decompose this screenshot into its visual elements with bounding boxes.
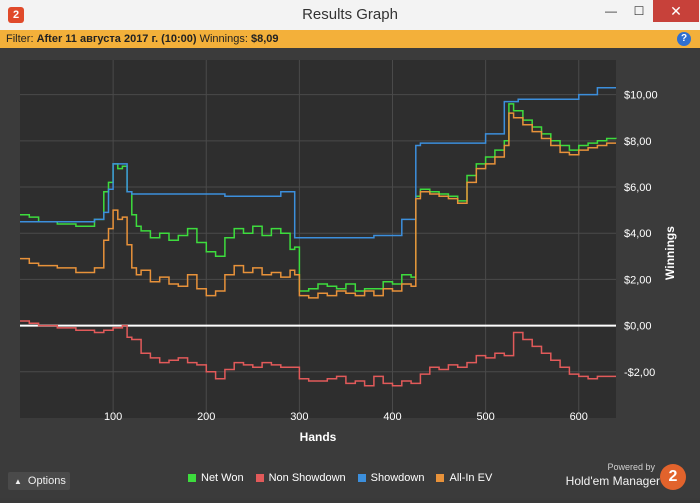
series-lines [20,86,617,387]
series-line-non-showdown [20,320,616,387]
filter-label: Filter: [6,33,34,45]
results-graph: $10,00 $8,00 $6,00 $4,00 $2,00 $0,00 -$2,00 10… [0,48,700,498]
brand-logo-icon: 2 [660,464,686,490]
plot-area [20,60,616,418]
y-tick-label: $10,00 [624,90,658,102]
app-logo-icon: 2 [8,7,24,23]
title-bar: 2 Results Graph — ☐ ✕ [0,0,700,31]
legend-swatch [188,474,196,482]
y-tick-label: $4,00 [624,228,652,240]
legend-item[interactable]: Net Won [188,471,244,485]
series-line-all-in-ev [20,112,616,299]
maximize-button[interactable]: ☐ [633,4,645,18]
x-tick-label: 400 [383,411,401,423]
y-tick-label: $6,00 [624,182,652,194]
series-line-showdown [20,86,616,239]
y-tick-label: -$2,00 [624,367,655,379]
y-tick-label: $0,00 [624,321,652,333]
close-button[interactable]: ✕ [653,0,699,22]
powered-by-text: Powered by [607,462,655,472]
caret-up-icon: ▲ [14,477,22,486]
brand-name: Hold'em Manager [565,474,660,488]
legend-label: All-In EV [449,472,493,484]
options-label: Options [27,475,66,487]
legend-label: Non Showdown [268,472,346,484]
x-tick-label: 500 [476,411,494,423]
y-tick-label: $8,00 [624,136,652,148]
legend-label: Showdown [370,472,425,484]
winnings-value: $8,09 [250,33,279,45]
winnings-label: Winnings: [199,33,248,45]
chart-legend: Net Won Non Showdown Showdown All-In EV [188,471,492,485]
x-tick-label: 300 [290,411,308,423]
legend-item[interactable]: Showdown [357,471,425,485]
options-button[interactable]: ▲ Options [8,472,70,490]
x-tick-label: 600 [570,411,588,423]
results-chart: $10,00 $8,00 $6,00 $4,00 $2,00 $0,00 -$2,00 10… [20,60,677,444]
filter-bar: Filter: After 11 августа 2017 г. (10:00)… [0,30,700,48]
legend-label: Net Won [201,472,244,484]
minimize-button[interactable]: — [605,4,617,18]
x-tick-label: 100 [104,411,122,423]
y-tick-labels: $10,00 $8,00 $6,00 $4,00 $2,00 $0,00 -$2,00 [624,90,658,379]
x-tick-labels: 100 200 300 400 500 600 [104,411,588,423]
legend-swatch [357,474,366,482]
filter-text: Filter: After 11 августа 2017 г. (10:00)… [6,30,279,48]
y-tick-label: $2,00 [624,274,652,286]
help-icon[interactable]: ? [677,32,691,46]
legend-swatch [255,474,264,482]
legend-item[interactable]: All-In EV [436,471,492,485]
filter-value: After 11 августа 2017 г. (10:00) [36,33,197,45]
x-tick-label: 200 [197,411,215,423]
x-axis-label: Hands [300,430,337,444]
y-axis-label: Winnings [663,226,677,280]
window-title: Results Graph [302,6,398,23]
legend-swatch [436,474,445,482]
legend-item[interactable]: Non Showdown [255,471,346,485]
